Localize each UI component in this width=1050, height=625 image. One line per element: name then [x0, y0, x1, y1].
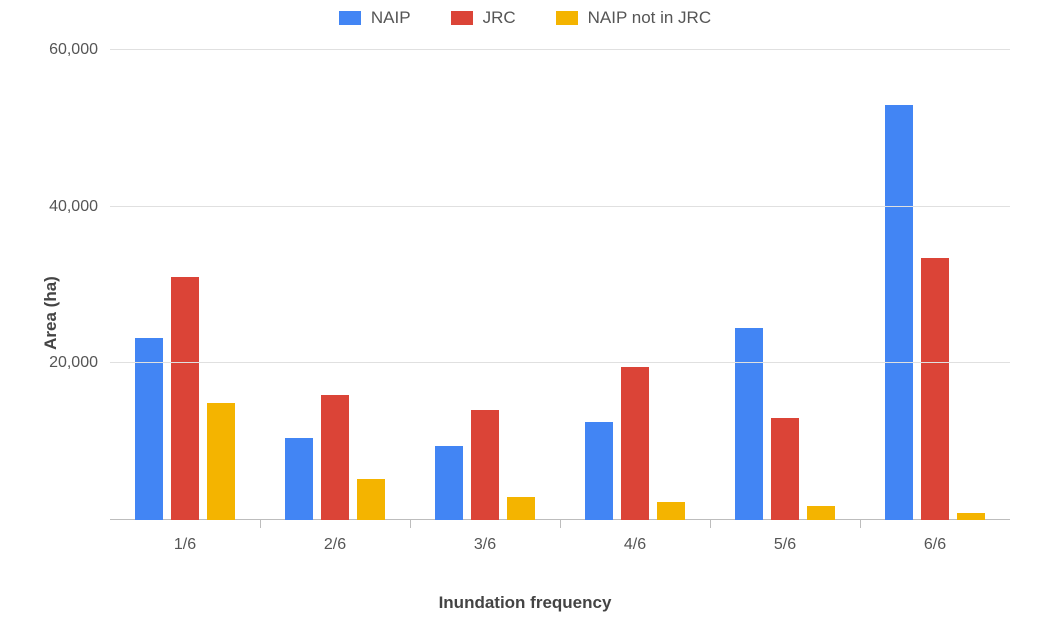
bar-jrc	[471, 410, 499, 520]
bar-naip	[435, 446, 463, 520]
gridline	[110, 206, 1010, 207]
bar-jrc	[621, 367, 649, 520]
xtick-label: 2/6	[260, 520, 410, 554]
bar-naip_not_jrc	[357, 479, 385, 520]
bar-naip	[585, 422, 613, 520]
legend-item-naip: NAIP	[339, 8, 411, 28]
y-axis-title: Area (ha)	[41, 276, 61, 350]
bar-jrc	[171, 277, 199, 520]
x-axis-title: Inundation frequency	[0, 593, 1050, 613]
bar-group: 3/6	[410, 50, 560, 520]
legend-swatch-naip	[339, 11, 361, 25]
legend-label-jrc: JRC	[483, 8, 516, 28]
xtick-label: 1/6	[110, 520, 260, 554]
xtick-label: 5/6	[710, 520, 860, 554]
group-separator-tick	[860, 520, 861, 528]
bar-jrc	[321, 395, 349, 520]
group-separator-tick	[710, 520, 711, 528]
legend-item-jrc: JRC	[451, 8, 516, 28]
legend: NAIP JRC NAIP not in JRC	[0, 8, 1050, 28]
group-separator-tick	[410, 520, 411, 528]
xtick-label: 4/6	[560, 520, 710, 554]
ytick-label: 40,000	[49, 198, 110, 216]
bar-group: 1/6	[110, 50, 260, 520]
bar-group: 6/6	[860, 50, 1010, 520]
gridline	[110, 49, 1010, 50]
bar-naip_not_jrc	[657, 502, 685, 520]
bar-naip_not_jrc	[807, 506, 835, 520]
legend-swatch-naip-not-jrc	[556, 11, 578, 25]
plot-area: 1/62/63/64/65/66/6 20,00040,00060,000	[110, 50, 1010, 520]
legend-label-naip: NAIP	[371, 8, 411, 28]
legend-label-naip-not-jrc: NAIP not in JRC	[588, 8, 711, 28]
ytick-label: 60,000	[49, 41, 110, 59]
legend-swatch-jrc	[451, 11, 473, 25]
bar-jrc	[921, 258, 949, 520]
bar-naip_not_jrc	[507, 497, 535, 521]
chart-container: NAIP JRC NAIP not in JRC Area (ha) 1/62/…	[0, 0, 1050, 625]
ytick-label: 20,000	[49, 354, 110, 372]
xtick-label: 6/6	[860, 520, 1010, 554]
bar-jrc	[771, 418, 799, 520]
group-separator-tick	[260, 520, 261, 528]
bar-naip	[285, 438, 313, 520]
bar-group: 4/6	[560, 50, 710, 520]
bar-group: 2/6	[260, 50, 410, 520]
group-separator-tick	[560, 520, 561, 528]
bar-groups: 1/62/63/64/65/66/6	[110, 50, 1010, 520]
gridline	[110, 362, 1010, 363]
bar-group: 5/6	[710, 50, 860, 520]
bar-naip_not_jrc	[957, 513, 985, 520]
xtick-label: 3/6	[410, 520, 560, 554]
legend-item-naip-not-jrc: NAIP not in JRC	[556, 8, 711, 28]
bar-naip_not_jrc	[207, 403, 235, 521]
bar-naip	[885, 105, 913, 520]
bar-naip	[735, 328, 763, 520]
bar-naip	[135, 338, 163, 520]
